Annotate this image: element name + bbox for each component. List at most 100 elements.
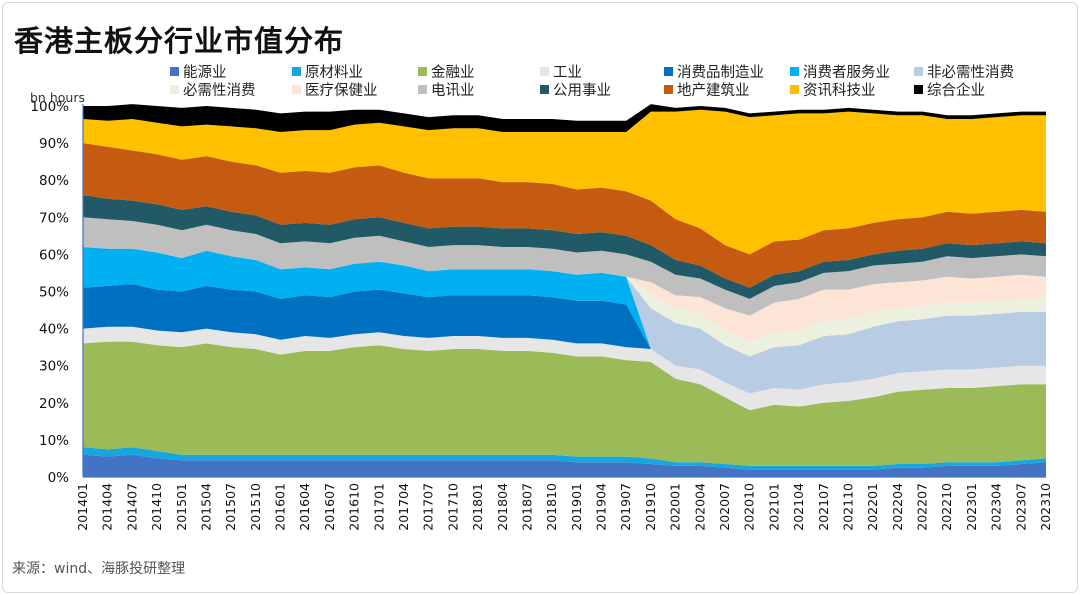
y-tick-label: 70% [39, 210, 69, 226]
legend-label: 地产建筑业 [677, 83, 750, 99]
legend-label: 资讯科技业 [803, 83, 876, 99]
legend-item: 原材料业 [292, 61, 363, 82]
area-series-7 [83, 247, 1046, 394]
legend-item: 消费品制造业 [664, 61, 764, 82]
area-series-10 [83, 217, 1046, 316]
legend-swatch [540, 85, 549, 94]
legend-item: 能源业 [170, 61, 227, 82]
x-tick-label: 202304 [989, 483, 1004, 531]
area-series-12 [83, 143, 1046, 288]
legend-label: 金融业 [431, 65, 475, 81]
y-tick-label: 80% [39, 173, 69, 189]
area-series-3 [83, 341, 1046, 466]
unit-label: bn hours [30, 90, 85, 105]
x-tick-label: 201701 [371, 483, 386, 531]
x-tick-label: 201910 [643, 483, 658, 531]
x-tick-label: 201410 [149, 483, 164, 531]
x-tick-label: 202007 [717, 483, 732, 531]
x-tick-label: 201707 [421, 483, 436, 531]
y-tick-label: 20% [39, 396, 69, 412]
x-tick-label: 202001 [668, 483, 683, 531]
x-tick-label: 202010 [742, 483, 757, 531]
legend-swatch [418, 85, 427, 94]
x-tick-label: 202101 [766, 483, 781, 531]
y-tick-label: 40% [39, 322, 69, 338]
legend-item: 医疗保健业 [292, 79, 378, 100]
area-series-2 [83, 447, 1046, 470]
legend-swatch [914, 67, 923, 76]
legend-label: 非必需性消费 [927, 65, 1014, 81]
x-tick-label: 201607 [322, 483, 337, 531]
x-tick-label: 201510 [248, 483, 263, 531]
area-series-4 [83, 326, 1046, 411]
x-tick-label: 202110 [840, 483, 855, 531]
legend-item: 电讯业 [418, 79, 475, 100]
x-tick-label: 201704 [396, 483, 411, 531]
legend-swatch [790, 85, 799, 94]
x-tick-label: 202201 [865, 483, 880, 531]
legend-item: 消费者服务业 [790, 61, 890, 82]
x-tick-label: 202104 [791, 483, 806, 531]
legend-item: 公用事业 [540, 79, 611, 100]
chart-title: 香港主板分行业市值分布 [14, 24, 345, 58]
x-tick-label: 201507 [223, 483, 238, 531]
legend-swatch [664, 85, 673, 94]
legend-label: 必需性消费 [183, 83, 256, 99]
legend-swatch [914, 85, 923, 94]
x-tick-label: 201807 [519, 483, 534, 531]
x-tick-label: 201610 [347, 483, 362, 531]
x-tick-label: 201401 [75, 483, 90, 531]
legend-item: 综合企业 [914, 79, 985, 100]
area-series-9 [83, 247, 1046, 342]
legend-swatch [418, 67, 427, 76]
legend-swatch [292, 85, 301, 94]
legend-item: 非必需性消费 [914, 61, 1014, 82]
x-tick-label: 201601 [273, 483, 288, 531]
y-tick-label: 0% [48, 470, 70, 486]
x-tick-label: 201801 [470, 483, 485, 531]
x-tick-label: 202207 [915, 483, 930, 531]
x-tick-label: 201901 [569, 483, 584, 531]
area-series-8 [83, 247, 1046, 357]
y-tick-label: 90% [39, 136, 69, 152]
area-series-14 [83, 104, 1046, 132]
legend-label: 综合企业 [927, 83, 985, 99]
legend-swatch [664, 67, 673, 76]
y-tick-label: 100% [30, 99, 69, 115]
legend-swatch [540, 67, 549, 76]
x-tick-label: 201904 [594, 483, 609, 531]
x-tick-label: 202210 [939, 483, 954, 531]
source-note: 来源：wind、海豚投研整理 [12, 561, 186, 577]
area-series-6 [83, 247, 1046, 394]
area-series-13 [83, 109, 1046, 255]
legend-swatch [292, 67, 301, 76]
x-tick-label: 202301 [964, 483, 979, 531]
legend-label: 电讯业 [431, 83, 475, 99]
x-tick-label: 201404 [100, 483, 115, 531]
x-tick-label: 201907 [618, 483, 633, 531]
y-tick-label: 50% [39, 285, 69, 301]
legend-item: 资讯科技业 [790, 79, 876, 100]
x-tick-label: 201504 [198, 483, 213, 531]
y-tick-label: 60% [39, 247, 69, 263]
legend-label: 消费者服务业 [803, 65, 890, 81]
legend-swatch [170, 85, 179, 94]
legend-label: 医疗保健业 [305, 83, 378, 99]
x-tick-label: 201604 [297, 483, 312, 531]
area-series-1 [83, 454, 1046, 477]
legend-label: 工业 [553, 65, 582, 81]
x-tick-label: 201810 [544, 483, 559, 531]
legend-swatch [790, 67, 799, 76]
y-tick-label: 10% [39, 433, 69, 449]
x-tick-label: 202307 [1013, 483, 1028, 531]
legend-label: 能源业 [183, 65, 227, 81]
area-series-11 [83, 195, 1046, 299]
legend-swatch [170, 67, 179, 76]
legend-item: 金融业 [418, 61, 475, 82]
x-tick-label: 201710 [445, 483, 460, 531]
legend-label: 公用事业 [553, 83, 611, 99]
x-tick-label: 202204 [890, 483, 905, 531]
legend-item: 工业 [540, 61, 582, 82]
